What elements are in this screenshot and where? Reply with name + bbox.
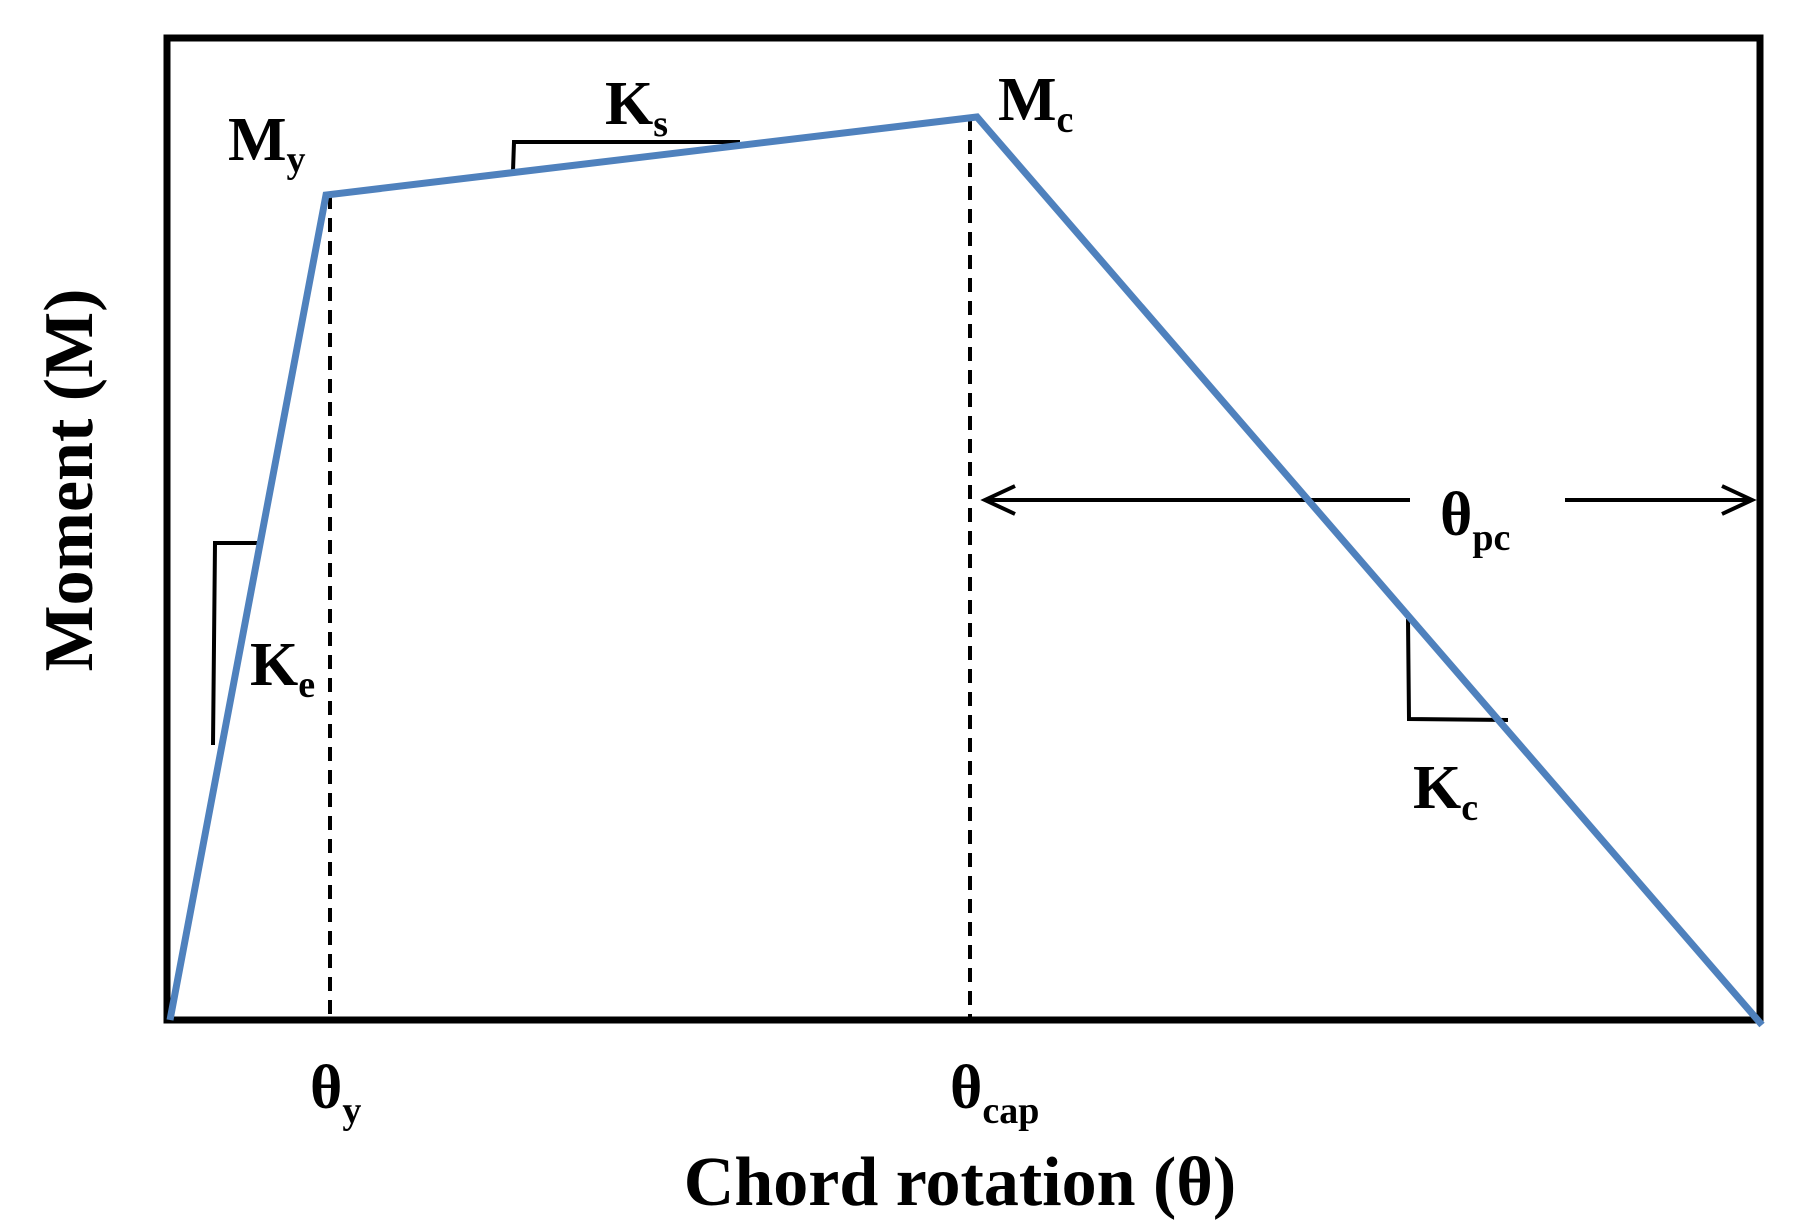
ke-label: Ke bbox=[250, 631, 315, 706]
ks-label: Ks bbox=[605, 70, 668, 145]
mc-label: Mc bbox=[998, 66, 1073, 141]
kc-slope-triangle bbox=[1406, 618, 1509, 722]
kc-label: Kc bbox=[1413, 754, 1478, 829]
ks-slope-triangle bbox=[511, 140, 740, 172]
theta-pc-label: θpc bbox=[1440, 481, 1510, 559]
theta-y-label: θy bbox=[310, 1054, 361, 1132]
theta-cap-label: θcap bbox=[950, 1054, 1039, 1132]
theta-pc-arrow bbox=[980, 484, 1757, 516]
x-axis-title: Chord rotation (θ) bbox=[684, 1144, 1236, 1221]
y-axis-title: Moment (M) bbox=[31, 289, 108, 672]
plot-frame bbox=[163, 34, 1764, 1024]
backbone-curve bbox=[166, 113, 1765, 1028]
my-label: My bbox=[228, 106, 306, 181]
ke-slope-triangle bbox=[211, 541, 257, 746]
